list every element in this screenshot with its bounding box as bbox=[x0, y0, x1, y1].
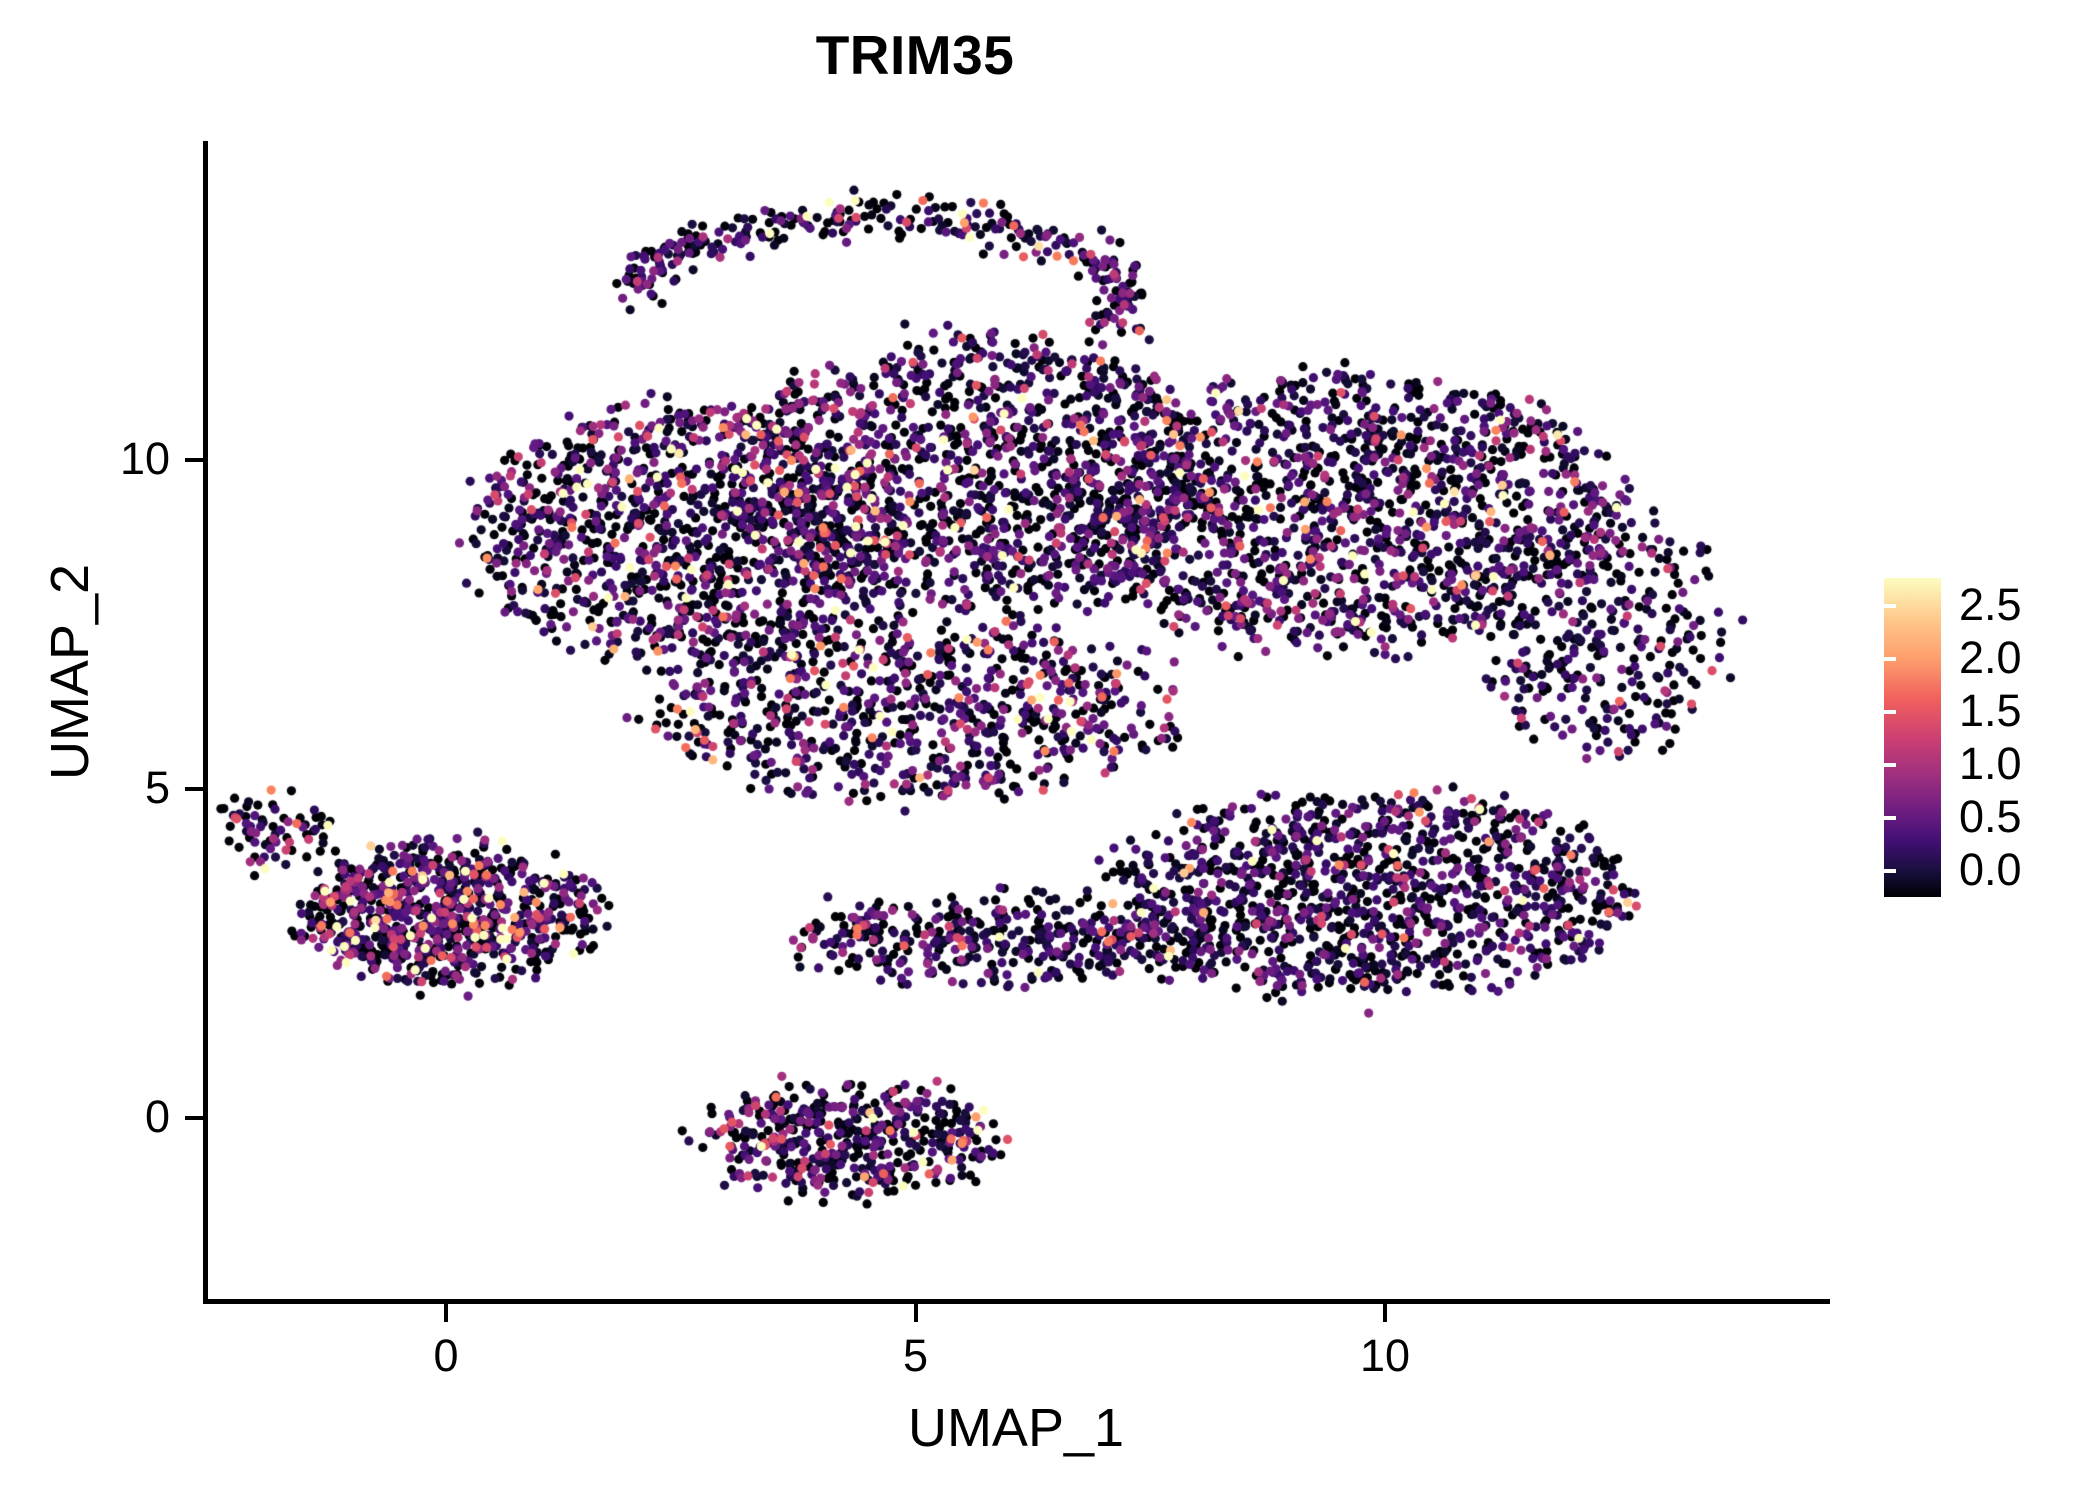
colorbar-tick-label: 0.0 bbox=[1959, 844, 2022, 896]
y-axis-line bbox=[203, 141, 208, 1304]
x-tick-label: 0 bbox=[433, 1330, 459, 1381]
x-axis-title: UMAP_1 bbox=[907, 1398, 1125, 1458]
y-tick-label: 0 bbox=[144, 1091, 170, 1142]
x-tick-mark bbox=[913, 1304, 918, 1322]
y-axis-title: UMAP_2 bbox=[40, 563, 100, 781]
colorbar-tick-mark bbox=[2072, 763, 2084, 768]
x-tick-label: 5 bbox=[902, 1330, 929, 1381]
colorbar-tick-mark bbox=[2072, 603, 2084, 608]
colorbar-tick-label: 1.0 bbox=[1959, 738, 2022, 790]
colorbar-tick-label: 2.5 bbox=[1959, 578, 2022, 630]
colorbar-tick-mark bbox=[1884, 656, 1896, 661]
y-tick-mark bbox=[185, 1116, 203, 1120]
colorbar-tick-mark bbox=[1884, 709, 1896, 714]
colorbar-tick-mark bbox=[2072, 656, 2084, 661]
colorbar-gradient bbox=[1884, 578, 1941, 897]
colorbar-tick-mark bbox=[2072, 709, 2084, 714]
y-tick-mark bbox=[185, 787, 203, 791]
x-axis-line bbox=[203, 1299, 1830, 1304]
page-title: TRIM35 bbox=[815, 24, 1015, 86]
colorbar-tick-mark bbox=[1884, 603, 1896, 608]
y-tick-label: 10 bbox=[119, 433, 170, 484]
colorbar-tick-label: 2.0 bbox=[1959, 631, 2022, 683]
colorbar-tick-label: 0.5 bbox=[1959, 791, 2022, 843]
x-tick-mark bbox=[1383, 1304, 1387, 1322]
scatter-plot-canvas bbox=[206, 141, 1830, 1301]
y-tick-label: 5 bbox=[144, 762, 170, 813]
colorbar-tick-mark bbox=[1884, 763, 1896, 768]
color-legend: 2.5 2.0 1.5 1.0 0.5 0.0 bbox=[1884, 578, 2084, 898]
colorbar-tick-mark bbox=[1884, 816, 1896, 821]
colorbar-tick-mark bbox=[1884, 869, 1896, 874]
colorbar-tick-label: 1.5 bbox=[1959, 684, 2022, 736]
x-tick-label: 10 bbox=[1359, 1330, 1411, 1381]
x-tick-mark bbox=[444, 1304, 448, 1322]
colorbar-tick-mark bbox=[2072, 869, 2084, 874]
y-tick-mark bbox=[185, 458, 203, 462]
plot-panel bbox=[206, 141, 1830, 1301]
colorbar-tick-mark bbox=[2072, 816, 2084, 821]
